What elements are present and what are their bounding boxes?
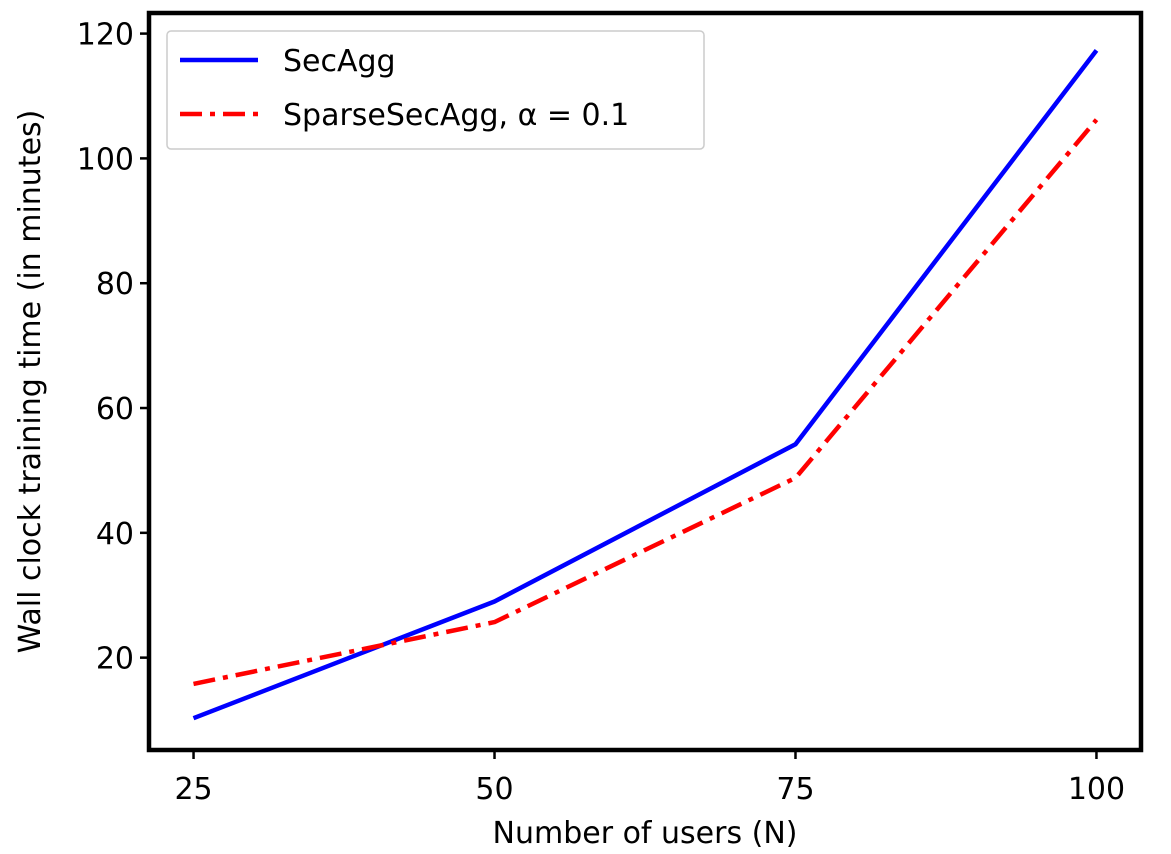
legend-label-secagg: SecAgg xyxy=(283,44,396,79)
x-tick-label-1: 50 xyxy=(475,772,513,807)
series-line-1 xyxy=(193,118,1099,687)
y-axis-label: Wall clock training time (in minutes) xyxy=(13,110,48,654)
series-layer xyxy=(192,49,1099,721)
y-tick-label-2: 60 xyxy=(96,392,134,427)
y-tick-label-3: 80 xyxy=(96,267,134,302)
ticks-layer: 25 50 75 100 20 40 60 80 100 120 xyxy=(77,18,1125,807)
y-tick-label-0: 20 xyxy=(96,642,134,677)
axes-frame xyxy=(146,10,1144,753)
legend-box xyxy=(166,30,705,150)
legend: SecAgg SparseSecAgg, α = 0.1 xyxy=(166,30,705,150)
legend-label-sparsesecagg: SparseSecAgg, α = 0.1 xyxy=(283,98,629,133)
x-tick-label-3: 100 xyxy=(1068,772,1125,807)
y-tick-label-1: 40 xyxy=(96,517,134,552)
y-tick-label-5: 120 xyxy=(77,18,134,53)
x-axis-label: Number of users (N) xyxy=(493,816,798,851)
series-line-0 xyxy=(192,49,1099,721)
x-tick-label-0: 25 xyxy=(174,772,212,807)
x-tick-label-2: 75 xyxy=(776,772,814,807)
y-tick-label-4: 100 xyxy=(77,142,134,177)
